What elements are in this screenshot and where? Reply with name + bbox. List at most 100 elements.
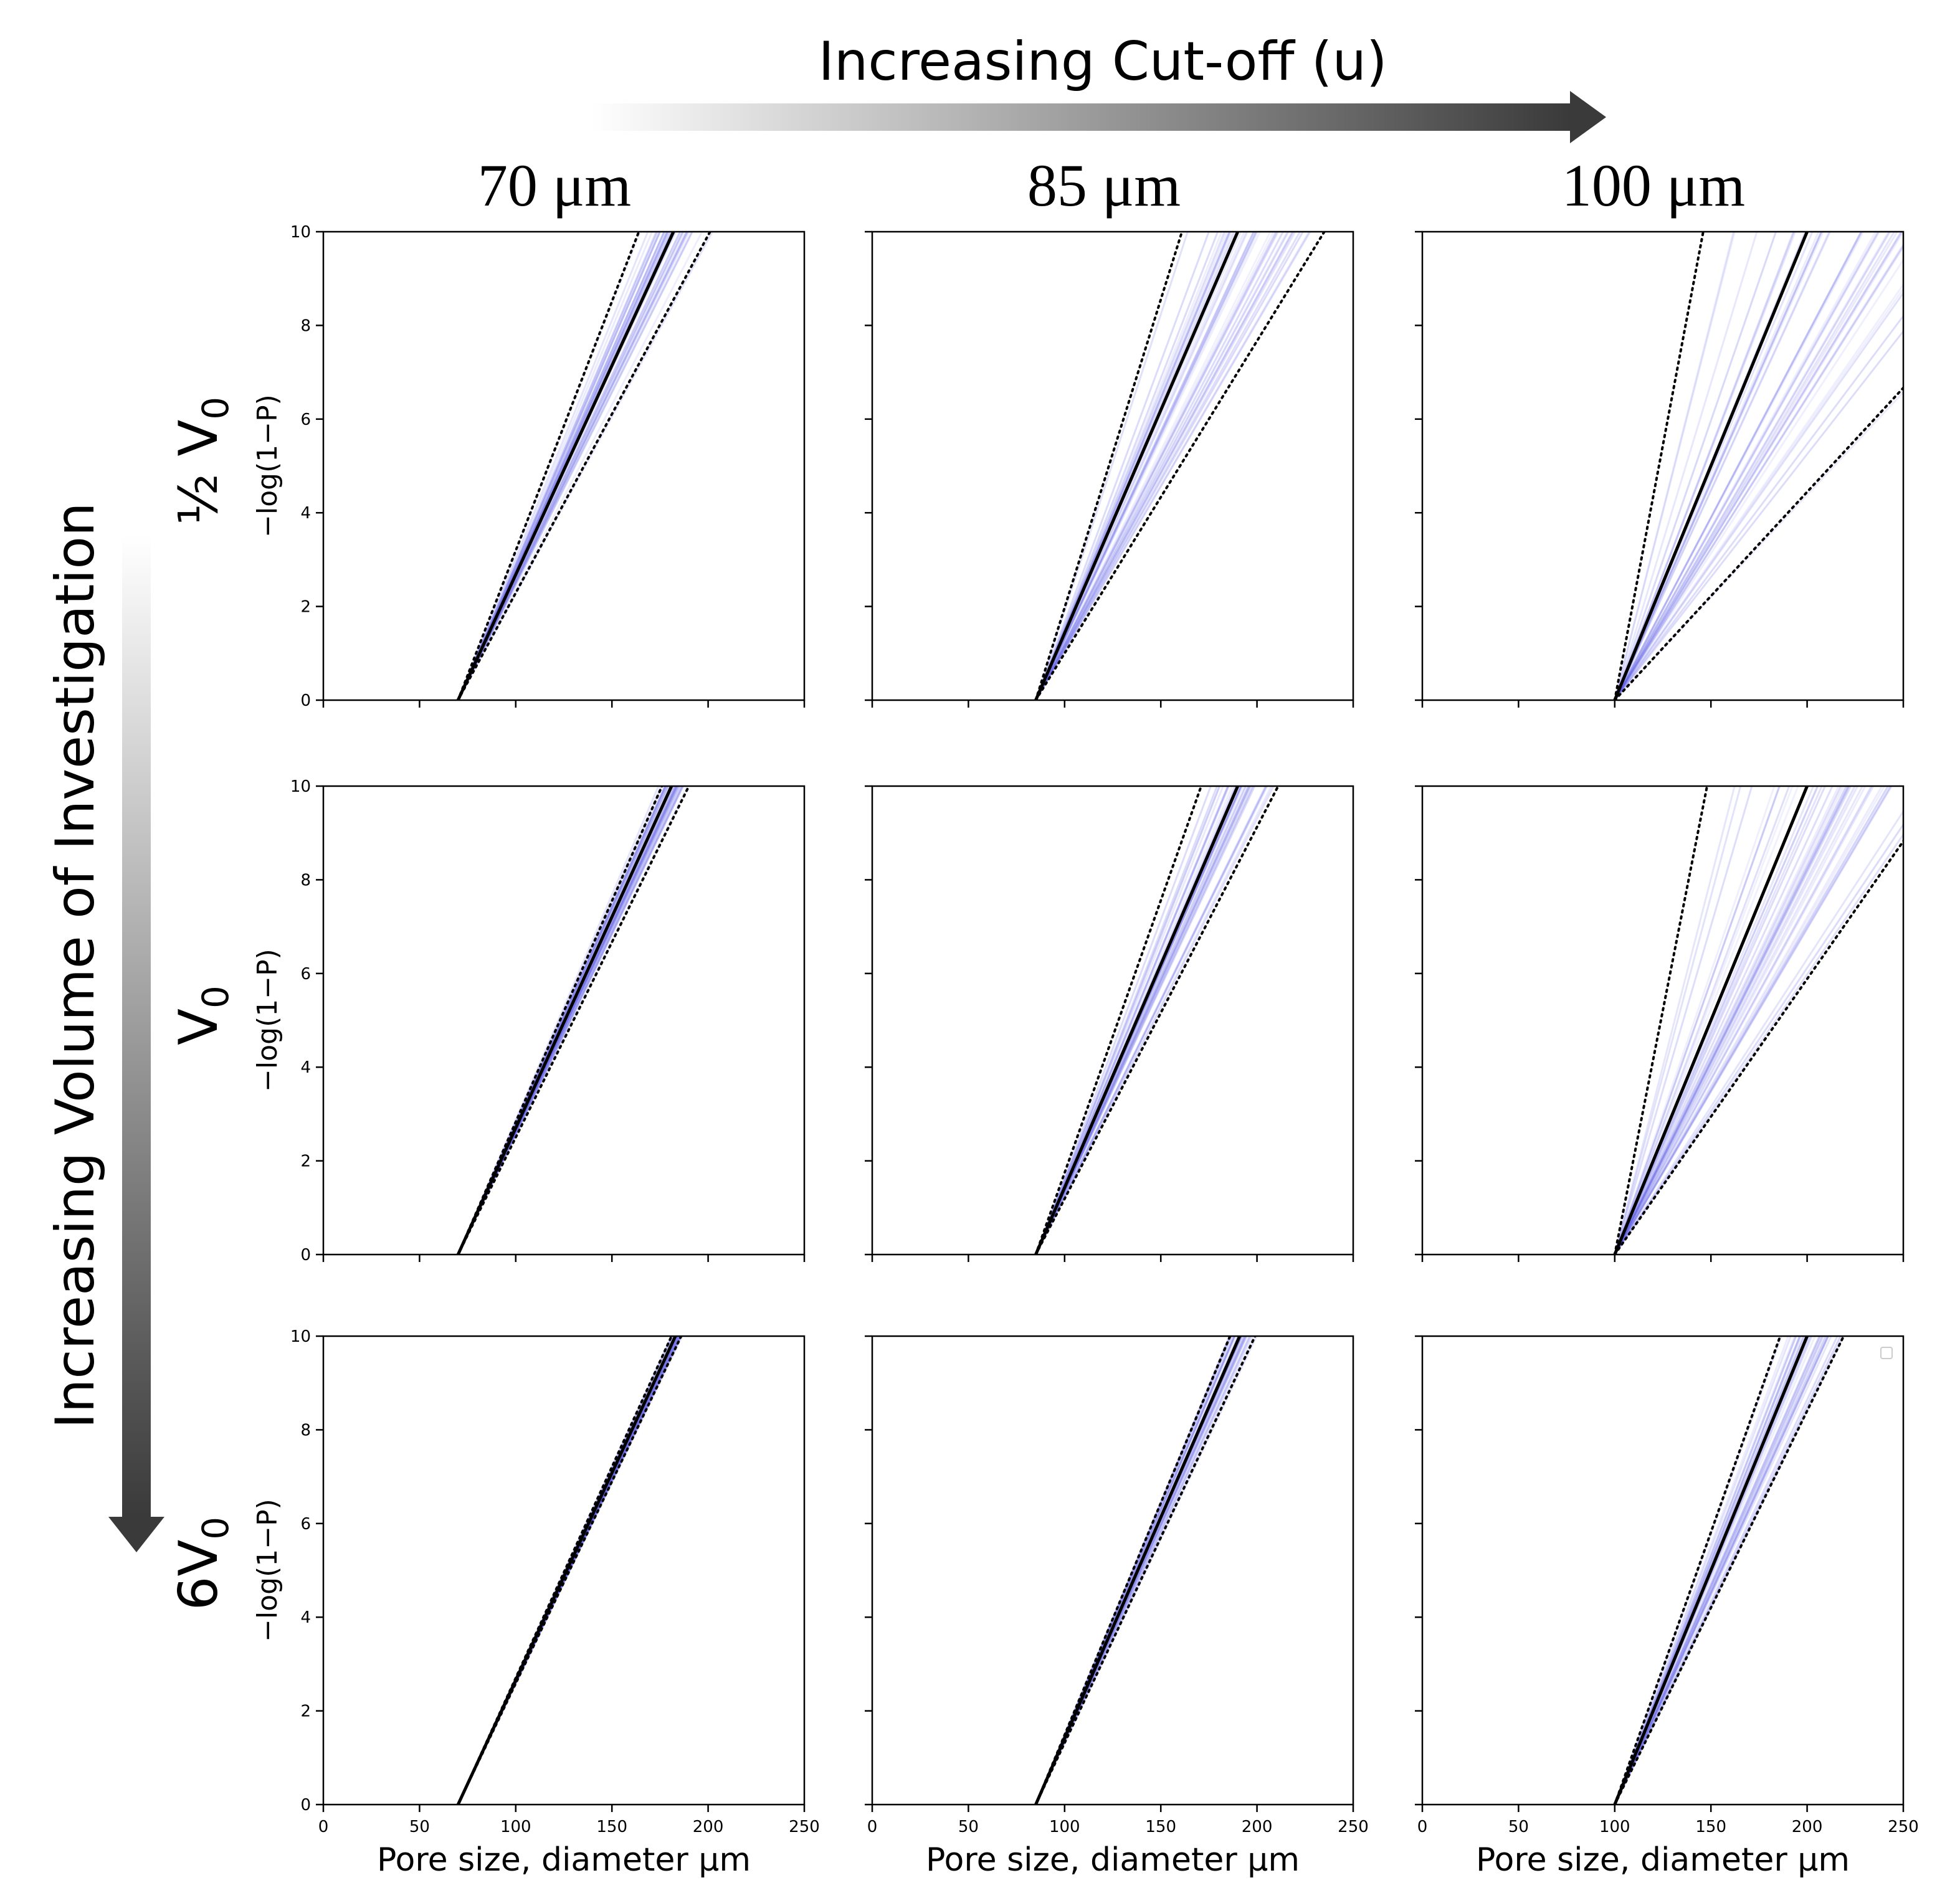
y-axis-label: −log(1−P) [252, 949, 283, 1092]
panel-lines [1034, 786, 1280, 1255]
sample-line [457, 232, 653, 700]
plot-frame [322, 1335, 806, 1806]
x-tick-label: 200 [1792, 1818, 1823, 1836]
upper-bound-line [1034, 786, 1280, 1255]
sample-line [1035, 786, 1267, 1255]
sample-line [1035, 232, 1255, 700]
y-tick-label: 0 [300, 1246, 311, 1265]
sample-line [1614, 232, 1796, 700]
sample-line [457, 232, 694, 700]
column-header-70: 70 μm [478, 152, 631, 219]
sample-line [1614, 786, 1781, 1255]
sample-line [1614, 1336, 1822, 1805]
mean-line [456, 1336, 677, 1805]
sample-line [1035, 786, 1219, 1255]
sample-line [1614, 786, 1753, 1255]
sample-line [1035, 1336, 1252, 1805]
x-tick-label: 250 [1888, 1818, 1919, 1836]
plot-frame [322, 230, 806, 701]
x-tick-label: 100 [1599, 1818, 1630, 1836]
volume-arrow-label: Increasing Volume of Investigation [44, 503, 107, 1429]
panel-lines [1613, 786, 1903, 1255]
sample-line [457, 232, 649, 700]
y-tick-label: 8 [300, 316, 311, 335]
sample-line [1614, 232, 1880, 700]
sample-line [457, 232, 690, 700]
mean-line [1034, 232, 1240, 700]
sample-line [1614, 330, 1903, 700]
sample-line [1035, 232, 1261, 700]
sample-line [1035, 232, 1293, 700]
sample-line [1614, 786, 1859, 1255]
lower-bound-line [457, 786, 664, 1255]
sample-line [1035, 786, 1268, 1255]
x-tick-label: 100 [500, 1818, 531, 1836]
y-tick-label: 6 [300, 965, 311, 984]
x-axis-label: Pore size, diameter μm [926, 1841, 1300, 1879]
sample-line [1614, 243, 1903, 700]
x-axis-label: Pore size, diameter μm [1476, 1841, 1850, 1879]
mean-line [1613, 232, 1809, 700]
plot-frame [871, 1335, 1354, 1806]
sample-line [1035, 232, 1275, 700]
cutoff-arrow-head [1570, 91, 1606, 143]
sample-line [1035, 232, 1257, 700]
sample-line [1614, 1336, 1820, 1805]
y-tick-label: 8 [300, 1421, 311, 1440]
sample-line [457, 786, 660, 1255]
y-tick-label: 6 [300, 410, 311, 429]
sample-line [1035, 786, 1251, 1255]
sample-line [457, 232, 688, 700]
upper-bound-line [1613, 386, 1903, 700]
sample-line [1614, 287, 1903, 700]
sample-line [1614, 786, 1819, 1255]
cutoff-arrow-shaft [592, 103, 1570, 131]
x-tick-label: 250 [1338, 1818, 1369, 1836]
sample-line [1614, 786, 1889, 1255]
sample-line [457, 232, 659, 700]
cutoff-arrow-label: Increasing Cut-off (u) [818, 31, 1387, 93]
sample-line [1614, 786, 1858, 1255]
sample-line [1614, 245, 1903, 700]
sample-line [1614, 232, 1823, 700]
sample-line [1035, 232, 1225, 700]
panel-lines [456, 1336, 683, 1805]
sample-line [1614, 232, 1879, 700]
x-tick-label: 50 [1508, 1818, 1529, 1836]
sample-line [1035, 786, 1212, 1255]
chart-grid: 0246810−log(1−P)0246810−log(1−P)02468100… [252, 223, 1919, 1879]
sample-line [1614, 786, 1893, 1255]
sample-line [1614, 786, 1819, 1255]
x-tick-label: 200 [693, 1818, 724, 1836]
y-tick-label: 2 [300, 1152, 311, 1171]
x-tick-label: 0 [1417, 1818, 1428, 1836]
sample-line [457, 232, 687, 700]
sample-line [1035, 232, 1296, 700]
sample-line [1614, 232, 1862, 700]
y-tick-label: 4 [300, 504, 311, 523]
sample-line [1614, 1336, 1821, 1805]
chart-panel-r2-c1: 0 50 100 150 200 250 Pore size, diameter μm [865, 1335, 1369, 1879]
y-tick-label: 8 [300, 871, 311, 890]
sample-line [1614, 1336, 1829, 1805]
panel-lines [1613, 1336, 1845, 1805]
sample-line [1035, 232, 1310, 700]
plot-frame [1421, 785, 1905, 1256]
sample-line [457, 232, 659, 700]
sample-line [1035, 786, 1250, 1255]
sample-line [1035, 232, 1285, 700]
y-tick-label: 4 [300, 1608, 311, 1627]
sample-line [1614, 1336, 1789, 1805]
volume-arrow-shaft [122, 536, 151, 1517]
sample-line [457, 232, 703, 700]
sample-line [1614, 1336, 1797, 1805]
panel-lines [456, 786, 690, 1255]
plot-frame [1421, 1335, 1905, 1806]
y-tick-label: 0 [300, 691, 311, 710]
plot-frame [1421, 230, 1905, 701]
plot-frame [871, 785, 1354, 1256]
lower-bound-line [1613, 786, 1709, 1255]
lower-bound-line [1613, 232, 1705, 700]
sample-line [1035, 232, 1257, 700]
y-axis-label: −log(1−P) [252, 1499, 283, 1642]
